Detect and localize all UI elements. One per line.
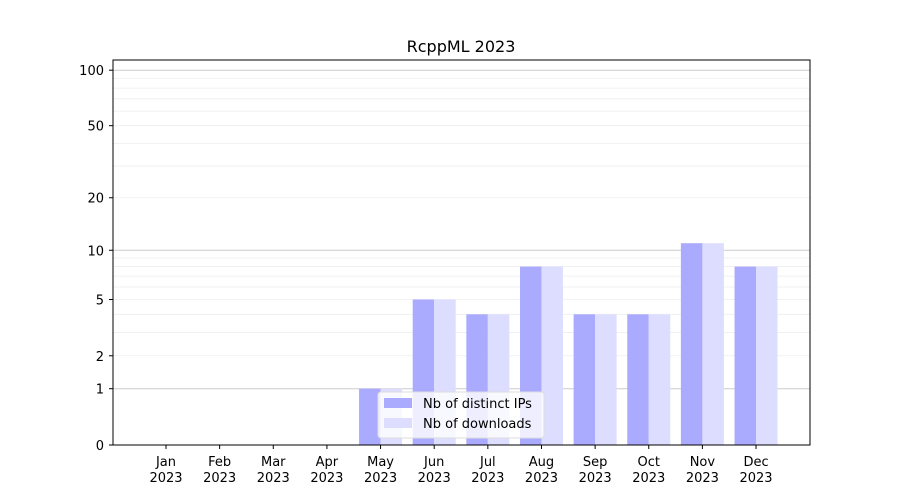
x-tick-label: May	[367, 455, 394, 470]
bar-downloads	[595, 314, 617, 445]
bar-distinct-ips	[627, 314, 649, 445]
x-tick-label: 2023	[471, 471, 504, 486]
bar-downloads	[702, 243, 724, 445]
y-tick-label: 5	[96, 293, 104, 308]
x-tick-label: Aug	[529, 455, 554, 470]
bar-downloads	[648, 314, 671, 445]
y-tick-label: 2	[96, 350, 104, 365]
y-tick-label: 100	[79, 64, 104, 79]
x-tick-label: Jan	[155, 455, 176, 470]
x-tick-label: 2023	[364, 471, 397, 486]
x-tick-label: Jul	[479, 455, 496, 470]
x-tick-label: Dec	[743, 455, 768, 470]
x-tick-label: 2023	[632, 471, 665, 486]
legend-swatch	[384, 398, 412, 408]
chart-title: RcppML 2023	[407, 37, 516, 56]
y-tick-label: 1	[96, 383, 104, 398]
legend-label: Nb of distinct IPs	[423, 397, 532, 412]
x-tick-label: Apr	[316, 455, 339, 470]
x-tick-label: 2023	[579, 471, 612, 486]
x-tick-label: 2023	[739, 471, 772, 486]
x-tick-label: 2023	[257, 471, 290, 486]
x-tick-label: 2023	[203, 471, 236, 486]
y-tick-label: 20	[87, 192, 104, 207]
x-tick-label: 2023	[525, 471, 558, 486]
bar-distinct-ips	[573, 314, 596, 445]
x-tick-label: Jun	[423, 455, 444, 470]
plot-frame	[112, 59, 811, 446]
x-tick-label: Oct	[638, 455, 660, 470]
x-tick-label: Sep	[583, 455, 608, 470]
bar-downloads	[541, 266, 563, 445]
y-tick-label: 0	[96, 439, 104, 454]
bar-distinct-ips	[734, 266, 757, 445]
y-tick-label: 50	[87, 120, 104, 135]
x-tick-label: Mar	[261, 455, 286, 470]
x-tick-label: 2023	[418, 471, 451, 486]
legend-label: Nb of downloads	[423, 417, 532, 432]
x-tick-label: Nov	[690, 455, 716, 470]
x-tick-label: 2023	[686, 471, 719, 486]
bar-downloads	[756, 266, 778, 445]
x-tick-label: 2023	[310, 471, 343, 486]
x-tick-label: 2023	[149, 471, 182, 486]
legend-swatch	[384, 418, 412, 428]
x-tick-label: Feb	[208, 455, 231, 470]
y-tick-label: 10	[87, 244, 104, 259]
bar-distinct-ips	[680, 243, 703, 445]
bar-distinct-ips	[359, 388, 381, 445]
legend: Nb of distinct IPs Nb of downloads	[377, 391, 545, 439]
